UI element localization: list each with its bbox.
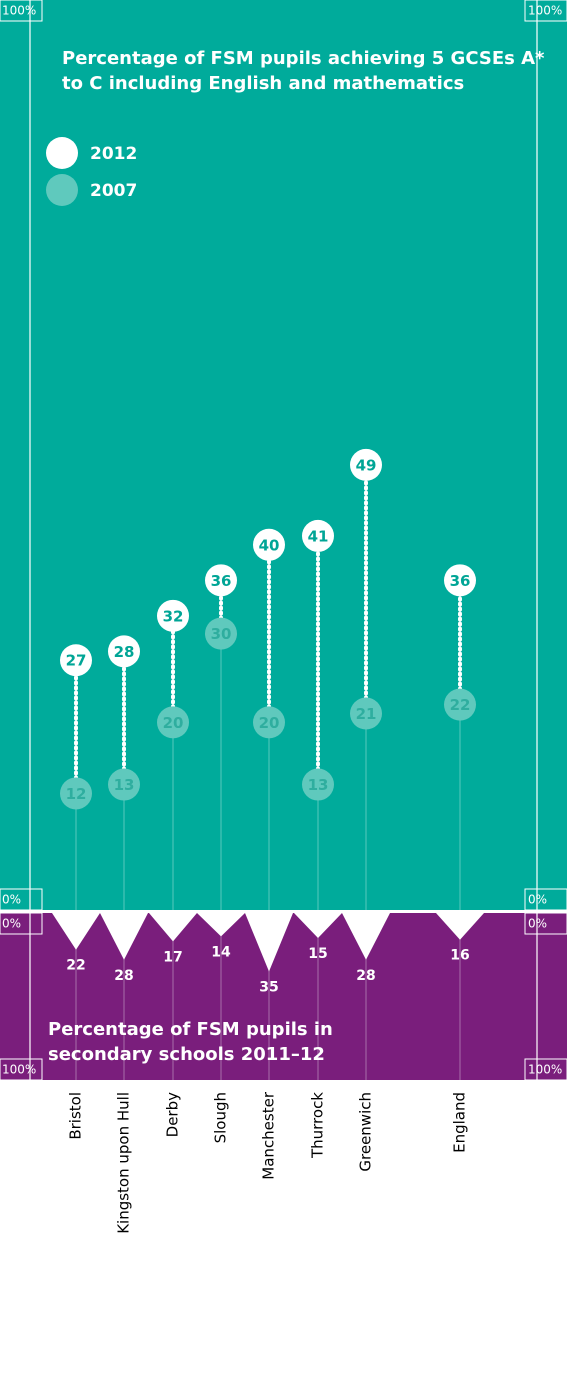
dot (350, 448, 382, 481)
dot (108, 768, 140, 801)
legend-swatch (46, 174, 78, 206)
tick-box (524, 912, 567, 935)
data-label: 20 (163, 714, 184, 732)
y-tick-label: 100% (2, 4, 36, 18)
triangle (149, 913, 197, 942)
x-tick-label: Derby (164, 1092, 182, 1137)
data-label: 32 (163, 607, 184, 625)
data-label: 20 (259, 714, 280, 732)
data-label: 13 (308, 776, 329, 794)
triangle (342, 913, 390, 960)
dot (157, 599, 189, 632)
dot (253, 706, 285, 739)
data-label: 14 (211, 944, 231, 960)
tick-box (524, 888, 567, 911)
y-tick-label: 0% (528, 893, 547, 907)
data-label: 13 (114, 776, 135, 794)
panel (0, 913, 567, 1080)
dot (60, 777, 92, 810)
dot (350, 697, 382, 730)
x-tick-label: Manchester (260, 1091, 278, 1180)
dot (302, 768, 334, 801)
dot (444, 564, 476, 597)
data-label: 15 (308, 946, 327, 962)
triangle (245, 913, 293, 972)
dot (60, 644, 92, 677)
dot (253, 528, 285, 561)
data-label: 30 (211, 625, 232, 643)
x-tick-label: Slough (212, 1092, 230, 1143)
dot (444, 688, 476, 721)
dot (205, 617, 237, 650)
data-label: 35 (259, 979, 278, 995)
data-label: 28 (114, 643, 135, 661)
data-label: 22 (66, 958, 85, 974)
x-tick-label: Bristol (67, 1092, 85, 1140)
y-tick-label: 0% (2, 917, 21, 931)
y-tick-label: 100% (2, 1063, 36, 1077)
chart-title: Percentage of FSM pupils in secondary sc… (48, 1019, 333, 1065)
y-tick-label: 0% (528, 917, 547, 931)
data-label: 36 (450, 572, 471, 590)
dot (205, 564, 237, 597)
data-label: 41 (308, 527, 329, 545)
dot (108, 635, 140, 668)
data-label: 36 (211, 572, 232, 590)
triangle (436, 913, 484, 940)
data-label: 21 (356, 705, 377, 723)
data-label: 17 (163, 949, 182, 965)
y-tick-label: 100% (528, 1063, 562, 1077)
dot (157, 706, 189, 739)
data-label: 40 (259, 536, 280, 554)
tick-box (524, 0, 567, 22)
triangle (100, 913, 148, 960)
x-tick-label: Greenwich (357, 1092, 375, 1172)
data-label: 49 (356, 456, 377, 474)
data-label: 16 (450, 948, 469, 964)
x-tick-label: Thurrock (309, 1092, 327, 1159)
data-label: 28 (356, 968, 375, 984)
dot (302, 519, 334, 552)
chart-title: Percentage of FSM pupils achieving 5 GCS… (62, 48, 545, 94)
data-label: 22 (450, 696, 471, 714)
legend-label: 2012 (90, 144, 137, 164)
y-tick-label: 100% (528, 4, 562, 18)
data-label: 28 (114, 968, 133, 984)
panel (0, 0, 567, 910)
data-label: 27 (66, 652, 87, 670)
triangle (197, 913, 245, 937)
tick-box (0, 0, 43, 22)
y-tick-label: 0% (2, 893, 21, 907)
tick-box (0, 888, 43, 911)
triangle (52, 913, 100, 950)
tick-box (0, 1058, 43, 1081)
legend-label: 2007 (90, 181, 137, 201)
data-label: 12 (66, 785, 87, 803)
tick-box (524, 1058, 567, 1081)
triangle (294, 913, 342, 939)
tick-box (0, 912, 43, 935)
x-tick-label: England (451, 1092, 469, 1153)
x-tick-label: Kingston upon Hull (115, 1092, 133, 1234)
legend-swatch (46, 137, 78, 169)
